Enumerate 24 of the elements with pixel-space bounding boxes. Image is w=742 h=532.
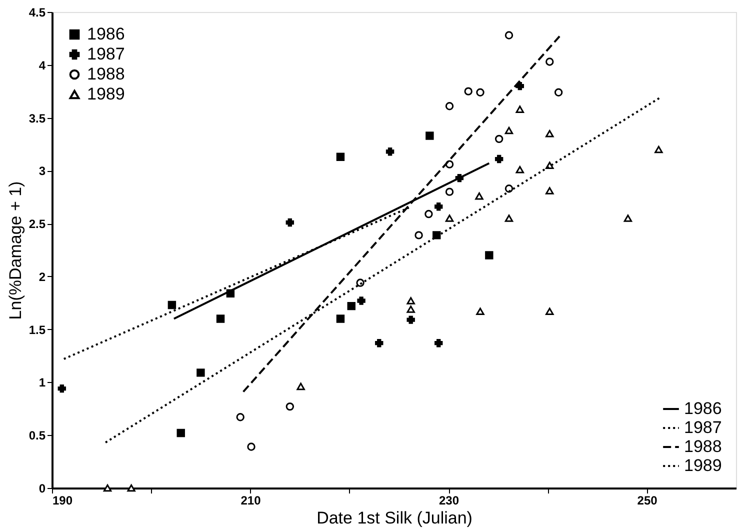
legend-label: 1986 bbox=[87, 24, 125, 44]
x-tick-label: 210 bbox=[240, 494, 262, 508]
y-tick-label: 3.5 bbox=[28, 111, 46, 126]
y-tick-label: 0.5 bbox=[28, 428, 46, 443]
legend-label: 1988 bbox=[684, 437, 722, 456]
legend-label: 1988 bbox=[87, 64, 125, 84]
y-tick-label: 2 bbox=[38, 270, 46, 284]
x-tick-label: 230 bbox=[439, 494, 460, 508]
legend-label: 1989 bbox=[87, 84, 125, 104]
legend-label: 1986 bbox=[684, 399, 722, 418]
legend-label: 1989 bbox=[684, 456, 722, 475]
y-tick-label: 2.5 bbox=[28, 217, 46, 232]
legend-label: 1987 bbox=[87, 44, 125, 64]
x-axis-title: Date 1st Silk (Julian) bbox=[316, 508, 472, 528]
legend-label: 1987 bbox=[684, 418, 722, 437]
x-tick-label: 250 bbox=[637, 494, 658, 508]
y-axis-title: Ln(%Damage + 1) bbox=[6, 181, 25, 320]
x-tick-label: 190 bbox=[52, 494, 73, 508]
y-tick-label: 1.5 bbox=[28, 322, 46, 337]
y-tick-label: 4.5 bbox=[28, 6, 46, 20]
y-tick-label: 0 bbox=[38, 482, 46, 496]
y-tick-label: 3 bbox=[38, 164, 46, 178]
y-tick-label: 1 bbox=[38, 376, 46, 390]
y-tick-label: 4 bbox=[38, 58, 46, 72]
